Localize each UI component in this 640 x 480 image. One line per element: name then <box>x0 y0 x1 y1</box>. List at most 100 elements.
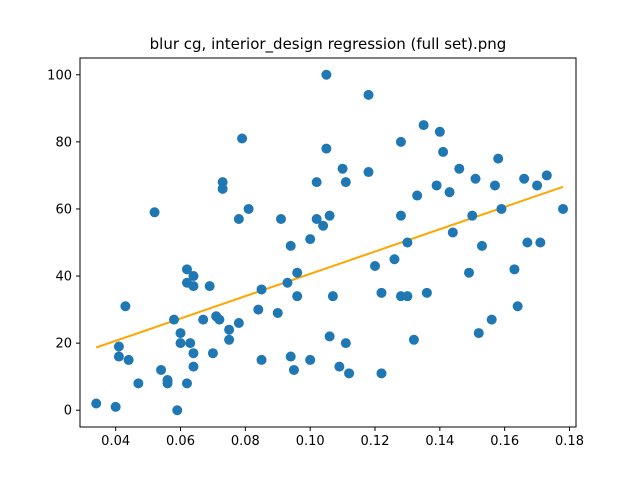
data-point <box>470 173 481 184</box>
axes-frame <box>79 57 577 428</box>
data-point <box>204 281 215 292</box>
data-point <box>395 210 406 221</box>
data-point <box>285 240 296 251</box>
x-tick-label: 0.12 <box>361 434 390 449</box>
data-point <box>91 398 102 409</box>
data-point <box>243 203 254 214</box>
data-point <box>149 207 160 218</box>
data-point <box>181 378 192 389</box>
data-point <box>541 170 552 181</box>
data-point <box>123 354 134 365</box>
data-point <box>535 237 546 248</box>
data-point <box>188 348 199 359</box>
data-point <box>324 331 335 342</box>
data-point <box>344 368 355 379</box>
data-point <box>496 203 507 214</box>
data-point <box>285 351 296 362</box>
data-point <box>412 190 423 201</box>
data-point <box>156 364 167 375</box>
data-point <box>175 328 186 339</box>
data-point <box>162 375 173 386</box>
data-point <box>207 348 218 359</box>
data-point <box>321 69 332 80</box>
data-point <box>512 301 523 312</box>
data-point <box>340 338 351 349</box>
data-point <box>519 173 530 184</box>
data-point <box>327 291 338 302</box>
data-point <box>181 264 192 275</box>
x-tick-label: 0.06 <box>166 434 195 449</box>
data-point <box>224 334 235 345</box>
data-point <box>447 227 458 238</box>
data-point <box>318 220 329 231</box>
data-point <box>395 136 406 147</box>
data-point <box>402 291 413 302</box>
data-point <box>454 163 465 174</box>
data-point <box>256 354 267 365</box>
y-tick-label: 40 <box>55 270 72 285</box>
x-tick-label: 0.16 <box>490 434 519 449</box>
data-point <box>113 351 124 362</box>
data-point <box>272 307 283 318</box>
data-point <box>133 378 144 389</box>
data-point <box>288 364 299 375</box>
data-point <box>321 143 332 154</box>
data-point <box>532 180 543 191</box>
data-point <box>389 254 400 265</box>
data-point <box>282 277 293 288</box>
data-point <box>120 301 131 312</box>
x-axis: 0.04 0.06 0.08 0.10 0.12 0.14 0.16 0.18 <box>101 427 584 449</box>
data-point <box>334 361 345 372</box>
data-point <box>408 334 419 345</box>
y-tick-label: 80 <box>55 135 72 150</box>
data-point <box>509 264 520 275</box>
data-point <box>340 177 351 188</box>
data-point <box>188 361 199 372</box>
y-tick-label: 0 <box>64 404 72 419</box>
data-point <box>558 203 569 214</box>
data-point <box>175 338 186 349</box>
data-point <box>363 167 374 178</box>
data-point <box>198 314 209 325</box>
data-point <box>486 314 497 325</box>
data-point <box>185 338 196 349</box>
data-point <box>169 314 180 325</box>
data-point <box>489 180 500 191</box>
data-point <box>402 237 413 248</box>
data-point <box>217 177 228 188</box>
data-point <box>305 234 316 245</box>
points-layer <box>91 69 569 416</box>
data-point <box>434 126 445 137</box>
x-tick-label: 0.14 <box>425 434 454 449</box>
y-tick-label: 20 <box>55 337 72 352</box>
y-axis: 0 20 40 60 80 100 <box>47 68 80 419</box>
data-point <box>172 405 183 416</box>
data-point <box>476 240 487 251</box>
data-point <box>233 214 244 225</box>
data-point <box>324 210 335 221</box>
x-tick-label: 0.08 <box>231 434 260 449</box>
data-point <box>467 210 478 221</box>
data-point <box>464 267 475 278</box>
data-point <box>292 267 303 278</box>
data-point <box>292 291 303 302</box>
data-point <box>431 180 442 191</box>
y-tick-label: 100 <box>47 68 72 83</box>
data-point <box>224 324 235 335</box>
x-tick-label: 0.18 <box>555 434 584 449</box>
data-point <box>376 287 387 298</box>
data-point <box>275 214 286 225</box>
data-point <box>493 153 504 164</box>
data-point <box>522 237 533 248</box>
data-point <box>337 163 348 174</box>
data-point <box>363 89 374 100</box>
data-point <box>444 187 455 198</box>
data-point <box>110 401 121 412</box>
data-point <box>370 260 381 271</box>
data-point <box>305 354 316 365</box>
data-point <box>421 287 432 298</box>
data-point <box>473 328 484 339</box>
data-point <box>253 304 264 315</box>
